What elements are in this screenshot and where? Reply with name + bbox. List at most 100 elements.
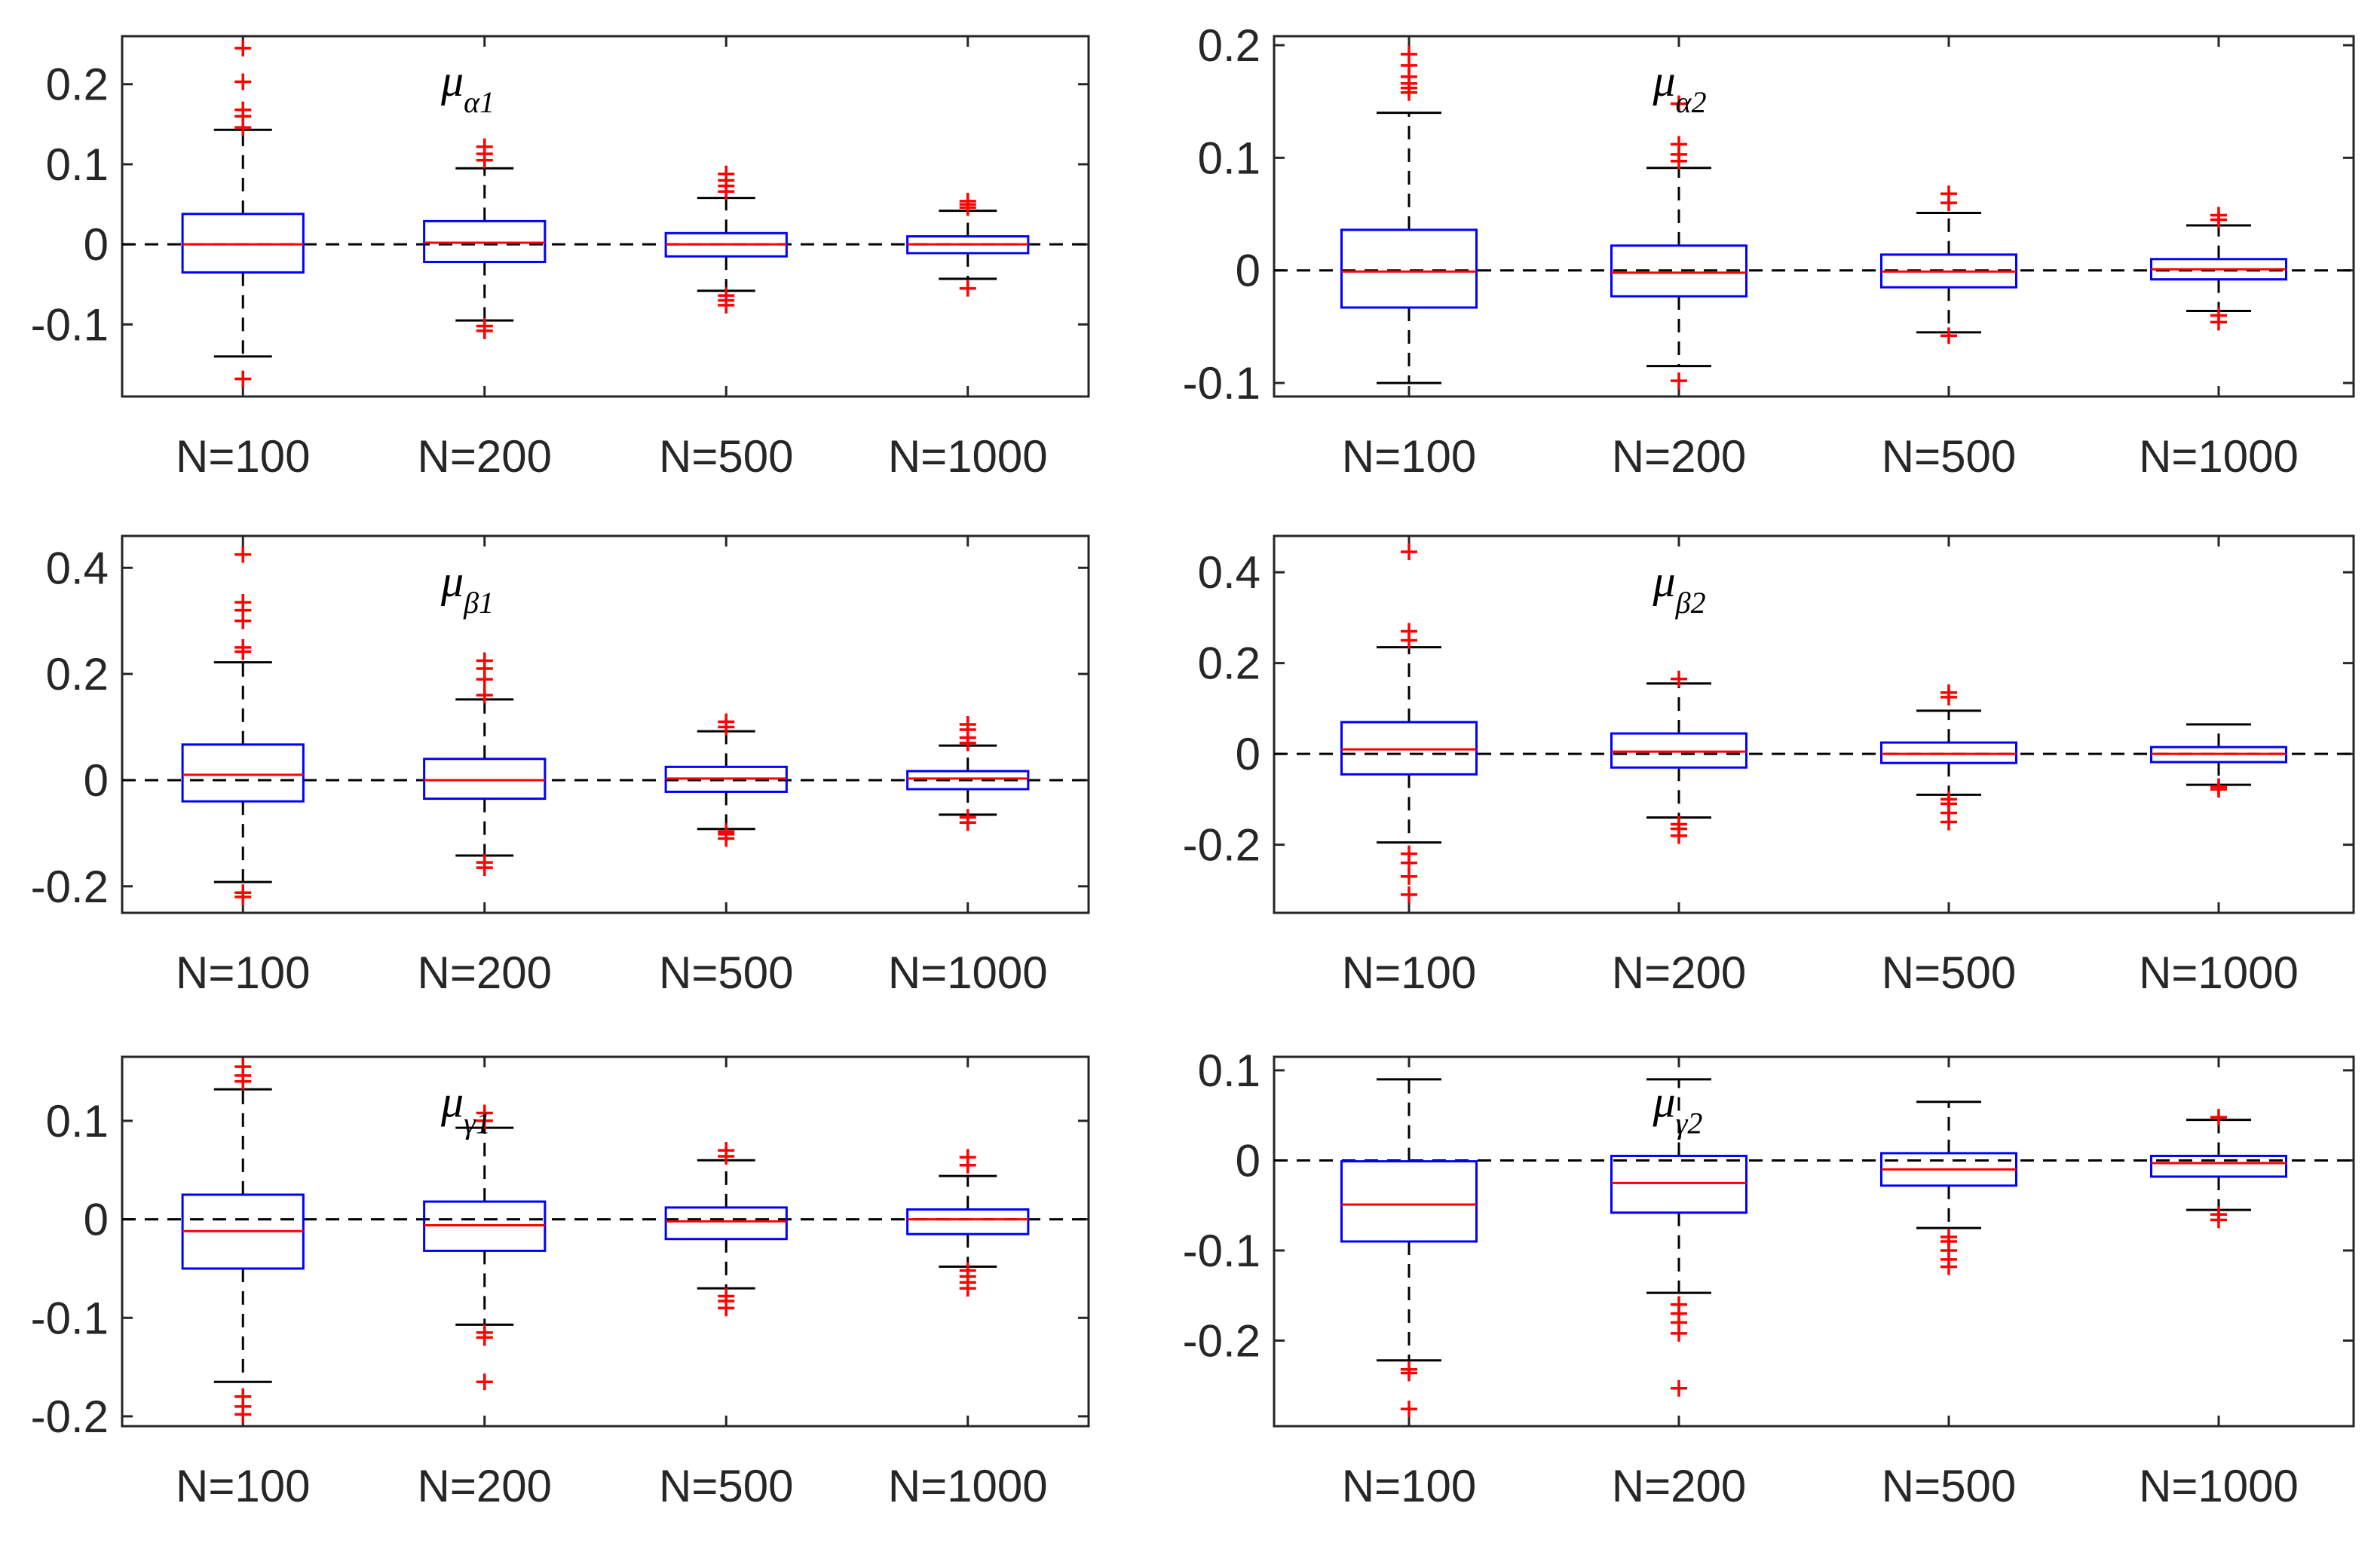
- box-N=100: [1340, 543, 1478, 903]
- y-tick-label: 0.1: [1198, 1046, 1260, 1096]
- y-tick-label: 0.4: [1198, 547, 1260, 598]
- box-N=200: [1610, 670, 1747, 844]
- outlier-marker: [718, 165, 735, 182]
- box-N=500: [1880, 684, 2017, 831]
- x-tick-label: N=100: [176, 431, 310, 482]
- axes-frame: [1273, 35, 2355, 398]
- outlier-marker: [1671, 95, 1687, 112]
- x-tick-label: N=1000: [888, 1461, 1048, 1511]
- outlier-marker: [476, 322, 493, 339]
- axes-frame: [1273, 1055, 2355, 1428]
- y-tick-label: 0.2: [1198, 20, 1260, 71]
- y-tick-label: 0.4: [46, 543, 109, 593]
- box-N=500: [664, 713, 788, 847]
- outlier-marker: [718, 713, 735, 730]
- subplot-6: -0.2 -0.1 0 0.1 N=100 N=200 N=500 N=1000 μγ2: [1183, 1046, 2355, 1511]
- x-tick-label: N=200: [1612, 1461, 1746, 1511]
- outlier-marker: [1401, 1401, 1417, 1418]
- x-tick-label: N=1000: [888, 948, 1048, 998]
- x-tick-label: N=500: [659, 431, 793, 482]
- x-tick-label: N=200: [418, 431, 552, 482]
- outlier-marker: [1401, 886, 1417, 903]
- subplot-title: μα1: [440, 56, 495, 119]
- outlier-marker: [2210, 1109, 2227, 1126]
- outlier-marker: [718, 830, 735, 847]
- x-tick-label: N=100: [176, 948, 310, 998]
- y-tick-label: -0.1: [1183, 1226, 1260, 1276]
- outlier-marker: [2210, 781, 2227, 798]
- outlier-marker: [1401, 45, 1417, 63]
- x-tick-label: N=500: [659, 948, 793, 998]
- iqr-box: [2150, 1154, 2287, 1178]
- y-tick-label: 0.2: [46, 60, 109, 110]
- x-tick-label: N=1000: [2139, 948, 2299, 998]
- iqr-box: [181, 743, 305, 803]
- box-N=1000: [906, 716, 1030, 831]
- y-tick-label: -0.2: [1183, 1315, 1260, 1366]
- y-tick-label: 0: [1236, 729, 1260, 779]
- outlier-marker: [1401, 543, 1417, 561]
- outlier-marker: [1671, 136, 1687, 153]
- y-tick-label: -0.2: [1183, 820, 1260, 871]
- subplot-5: -0.2 -0.1 0 0.1 N=100 N=200 N=500 N=1000 μγ1: [31, 1055, 1090, 1511]
- outlier-marker: [234, 73, 252, 90]
- outlier-marker: [476, 1104, 493, 1122]
- x-tick-label: N=200: [1612, 431, 1746, 482]
- x-tick-label: N=500: [1882, 948, 2016, 998]
- outlier-marker: [1671, 670, 1687, 687]
- outlier-marker: [1401, 868, 1417, 885]
- box-N=1000: [906, 1149, 1030, 1297]
- subplot-3: -0.2 0 0.2 0.4 N=100 N=200 N=500 N=1000 μβ1: [31, 534, 1090, 998]
- outlier-marker: [959, 1149, 976, 1166]
- subplot-2: -0.1 0 0.1 0.2 N=100 N=200 N=500 N=1000 μα2: [1183, 20, 2355, 482]
- box-N=500: [664, 165, 788, 314]
- x-tick-label: N=1000: [888, 431, 1048, 482]
- box-N=200: [423, 652, 547, 877]
- outlier-marker: [1671, 372, 1687, 390]
- y-tick-label: -0.2: [31, 1391, 109, 1442]
- outlier-marker: [234, 1058, 252, 1076]
- outlier-marker: [959, 192, 976, 210]
- x-tick-label: N=200: [418, 948, 552, 998]
- outlier-marker: [1401, 623, 1417, 640]
- x-tick-label: N=1000: [2139, 1461, 2299, 1511]
- outlier-marker: [476, 1373, 493, 1391]
- y-tick-label: 0: [84, 755, 109, 806]
- x-tick-label: N=200: [418, 1461, 552, 1511]
- outlier-marker: [1940, 185, 1957, 203]
- outlier-marker: [1671, 827, 1687, 844]
- iqr-box: [423, 758, 547, 801]
- box-N=200: [1610, 1078, 1747, 1397]
- y-tick-label: 0: [1236, 246, 1260, 296]
- box-N=100: [181, 1058, 305, 1423]
- iqr-box: [1340, 721, 1478, 776]
- outlier-marker: [2210, 314, 2227, 331]
- iqr-box: [181, 213, 305, 274]
- iqr-box: [906, 1208, 1030, 1235]
- outlier-marker: [718, 1142, 735, 1159]
- outlier-marker: [1940, 813, 1957, 831]
- outlier-marker: [959, 1280, 976, 1297]
- y-tick-label: 0.1: [46, 1096, 109, 1147]
- outlier-marker: [718, 296, 735, 314]
- axes-frame: [1273, 534, 2355, 914]
- outlier-marker: [476, 1329, 493, 1346]
- iqr-box: [1610, 732, 1747, 769]
- outlier-marker: [234, 1406, 252, 1423]
- box-N=100: [181, 39, 305, 387]
- y-tick-label: 0.2: [46, 649, 109, 700]
- x-tick-label: N=500: [1882, 431, 2016, 482]
- box-N=500: [1880, 185, 2017, 344]
- y-tick-label: 0: [84, 219, 109, 270]
- iqr-box: [1340, 1160, 1478, 1243]
- outlier-marker: [234, 638, 252, 656]
- y-tick-label: 0: [84, 1195, 109, 1245]
- outlier-marker: [718, 1300, 735, 1317]
- box-N=1000: [2150, 723, 2287, 798]
- y-tick-label: -0.1: [31, 1293, 109, 1343]
- y-tick-label: 0: [1236, 1135, 1260, 1186]
- outlier-marker: [476, 859, 493, 877]
- y-tick-label: -0.1: [31, 299, 109, 350]
